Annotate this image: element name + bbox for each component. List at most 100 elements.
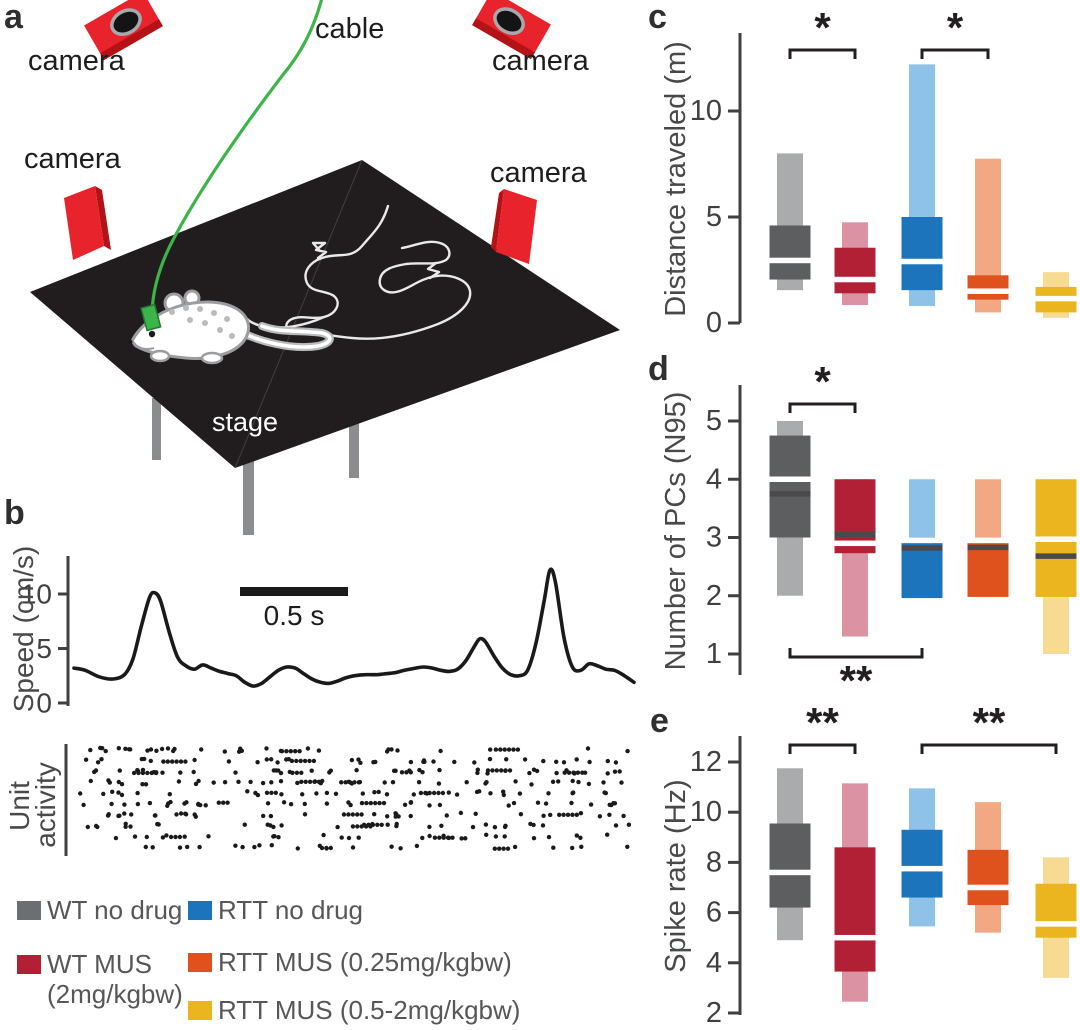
speed-tick-label: 5 bbox=[36, 633, 52, 664]
median-line bbox=[1034, 536, 1078, 542]
mouse-electrode-spots bbox=[169, 305, 235, 339]
iqr-box bbox=[967, 541, 1009, 597]
camera-top-right bbox=[472, 0, 551, 60]
panel-letter-b: b bbox=[4, 494, 25, 532]
legend-label-rtt-no-drug: RTT no drug bbox=[218, 895, 364, 925]
camera-lens-icon bbox=[110, 8, 142, 37]
box-group-orange bbox=[966, 802, 1010, 933]
stage-crease-line bbox=[234, 159, 363, 469]
camera-lens-icon bbox=[493, 7, 525, 36]
legend-swatch-wt-no-drug bbox=[17, 901, 41, 920]
median-line bbox=[833, 276, 877, 283]
headstage-connector bbox=[140, 303, 162, 332]
scalebar-label: 0.5 s bbox=[263, 600, 325, 631]
significance-bracket bbox=[788, 648, 924, 659]
significance-bracket bbox=[788, 402, 857, 413]
median-line bbox=[833, 540, 877, 547]
legend-label-wt-mus-dose: (2mg/kgbw) bbox=[47, 979, 183, 1009]
pcs-axis-label: Number of PCs (N95) bbox=[659, 391, 692, 671]
iqr-box bbox=[967, 275, 1009, 300]
c-tick-label: 0 bbox=[706, 307, 722, 339]
stage-leg-center bbox=[243, 450, 254, 535]
box-group-orange bbox=[966, 158, 1010, 313]
significance-bracket bbox=[920, 48, 990, 59]
cable-path bbox=[150, 0, 324, 313]
mean-line bbox=[834, 531, 876, 538]
speed-axis-label: Speed (cm/s) bbox=[8, 545, 39, 713]
significance-label: * bbox=[947, 4, 964, 51]
e-tick-label: 2 bbox=[706, 997, 722, 1029]
legend-swatch-rtt-no-drug bbox=[188, 901, 212, 920]
panel-e-chart: 2 4 6 8 10 12 ** ** bbox=[690, 699, 1078, 1029]
significance-bracket bbox=[920, 743, 1058, 754]
significance-label: * bbox=[814, 4, 831, 51]
stage-legs bbox=[152, 394, 359, 535]
mean-line bbox=[967, 544, 1009, 551]
panel-b-speed-plot: 0 5 10 bbox=[21, 556, 636, 719]
box-group-yellow bbox=[1034, 272, 1078, 318]
panel-letter-e: e bbox=[650, 702, 669, 740]
panel-letter-c: c bbox=[648, 0, 667, 36]
box-group-gray bbox=[768, 421, 812, 596]
median-line bbox=[966, 884, 1010, 891]
c-tick-label: 10 bbox=[690, 95, 722, 127]
median-line bbox=[1034, 295, 1078, 302]
d-tick-label: 2 bbox=[706, 580, 722, 612]
mouse-mouth bbox=[133, 344, 155, 350]
legend-swatch-rtt-mus-052 bbox=[188, 1001, 212, 1020]
mouse-body bbox=[130, 300, 250, 360]
time-scalebar bbox=[240, 587, 348, 596]
d-tick-label: 4 bbox=[706, 463, 722, 495]
raster-dots bbox=[78, 745, 632, 851]
median-line bbox=[966, 537, 1010, 544]
iqr-box bbox=[769, 225, 811, 280]
median-line bbox=[900, 865, 944, 872]
box-group-blue bbox=[900, 479, 944, 599]
distance-axis-label: Distance traveled (m) bbox=[659, 41, 692, 317]
median-line bbox=[768, 476, 812, 482]
iqr-box bbox=[967, 849, 1009, 906]
speed-tick-label: 10 bbox=[21, 579, 52, 610]
mouse-hindleg bbox=[200, 351, 224, 365]
spikerate-axis-label: Spike rate (Hz) bbox=[659, 779, 692, 973]
camera-top-left bbox=[84, 0, 163, 61]
d-tick-label: 3 bbox=[706, 522, 722, 554]
stage-surface bbox=[30, 160, 620, 468]
speed-tick-label: 0 bbox=[36, 688, 52, 719]
box-group-red bbox=[833, 783, 877, 1002]
mean-line bbox=[1035, 553, 1077, 559]
stage-leg-right bbox=[349, 394, 359, 478]
d-tick-label: 5 bbox=[706, 405, 722, 437]
e-tick-label: 8 bbox=[706, 846, 722, 878]
legend-swatch-rtt-mus-025 bbox=[188, 953, 212, 972]
legend-label-wt-mus: WT MUS bbox=[47, 949, 152, 979]
camera-label-top-left: camera bbox=[28, 45, 125, 77]
median-line bbox=[966, 288, 1010, 294]
cable-label: cable bbox=[315, 13, 385, 45]
iqr-box bbox=[769, 823, 811, 908]
box-group-gray bbox=[768, 153, 812, 291]
box-group-red bbox=[833, 479, 877, 637]
box-group-blue bbox=[900, 788, 944, 927]
iqr-box bbox=[834, 847, 876, 972]
camera-label-top-right: camera bbox=[492, 45, 589, 77]
median-line bbox=[900, 258, 944, 265]
box-group-gray bbox=[768, 768, 812, 941]
iqr-box bbox=[901, 829, 943, 898]
camera-label-mid-right: camera bbox=[490, 157, 587, 189]
mouse-foreleg bbox=[149, 349, 171, 363]
e-tick-label: 4 bbox=[706, 947, 722, 979]
d-tick-label: 1 bbox=[706, 638, 722, 670]
mouse-illustration bbox=[127, 289, 334, 365]
mouse-eye bbox=[148, 330, 156, 338]
significance-bracket bbox=[788, 743, 857, 754]
legend-swatch-wt-mus bbox=[17, 955, 41, 974]
median-line bbox=[1034, 921, 1078, 927]
panel-letter-a: a bbox=[4, 0, 23, 36]
significance-label: ** bbox=[806, 699, 839, 746]
iqr-box bbox=[901, 541, 943, 599]
panel-a-schematic bbox=[30, 0, 620, 535]
